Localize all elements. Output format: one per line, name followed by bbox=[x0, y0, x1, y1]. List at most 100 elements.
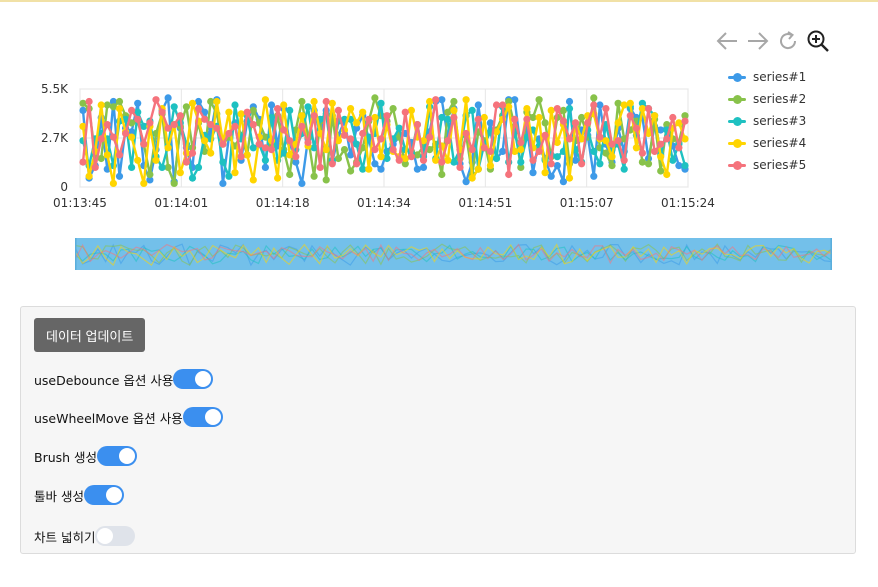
data-point[interactable] bbox=[298, 179, 306, 187]
data-point[interactable] bbox=[109, 179, 117, 187]
data-point[interactable] bbox=[638, 149, 647, 157]
data-point[interactable] bbox=[340, 146, 349, 154]
data-point[interactable] bbox=[547, 106, 555, 114]
data-point[interactable] bbox=[559, 106, 568, 114]
option-toggle[interactable] bbox=[97, 446, 138, 466]
data-point[interactable] bbox=[85, 97, 93, 106]
refresh-button[interactable] bbox=[773, 26, 803, 56]
data-point[interactable] bbox=[353, 160, 361, 168]
data-point[interactable] bbox=[620, 156, 628, 164]
data-point[interactable] bbox=[602, 105, 610, 113]
data-point[interactable] bbox=[638, 99, 647, 107]
data-point[interactable] bbox=[176, 169, 184, 177]
data-point[interactable] bbox=[298, 112, 306, 120]
data-point[interactable] bbox=[194, 97, 203, 106]
data-point[interactable] bbox=[146, 119, 154, 127]
data-point[interactable] bbox=[432, 156, 440, 164]
data-point[interactable] bbox=[492, 154, 501, 163]
data-point[interactable] bbox=[657, 167, 665, 175]
data-point[interactable] bbox=[401, 154, 409, 163]
data-point[interactable] bbox=[608, 153, 616, 161]
data-point[interactable] bbox=[164, 124, 172, 132]
data-point[interactable] bbox=[207, 149, 215, 157]
data-point[interactable] bbox=[261, 96, 269, 104]
data-point[interactable] bbox=[456, 163, 464, 171]
data-point[interactable] bbox=[547, 160, 555, 168]
data-point[interactable] bbox=[377, 99, 385, 107]
data-point[interactable] bbox=[115, 105, 124, 113]
data-point[interactable] bbox=[152, 96, 160, 104]
data-point[interactable] bbox=[517, 163, 525, 171]
data-point[interactable] bbox=[395, 124, 403, 132]
data-point[interactable] bbox=[109, 103, 117, 111]
data-point[interactable] bbox=[347, 151, 355, 159]
data-point[interactable] bbox=[419, 163, 428, 171]
legend-item-series2[interactable]: series#2 bbox=[728, 88, 868, 110]
data-point[interactable] bbox=[578, 160, 586, 168]
data-point[interactable] bbox=[638, 158, 647, 166]
data-point[interactable] bbox=[474, 165, 482, 173]
data-point[interactable] bbox=[505, 170, 513, 179]
data-point[interactable] bbox=[571, 156, 580, 164]
data-point[interactable] bbox=[626, 99, 634, 107]
data-point[interactable] bbox=[334, 137, 342, 145]
data-point[interactable] bbox=[626, 112, 634, 120]
data-point[interactable] bbox=[91, 163, 99, 171]
data-point[interactable] bbox=[553, 153, 561, 161]
data-point[interactable] bbox=[547, 172, 555, 180]
option-toggle[interactable] bbox=[95, 526, 136, 546]
data-point[interactable] bbox=[328, 160, 336, 168]
data-point[interactable] bbox=[675, 144, 683, 152]
data-point[interactable] bbox=[328, 99, 336, 107]
data-point[interactable] bbox=[377, 135, 385, 143]
data-point[interactable] bbox=[511, 147, 519, 155]
data-point[interactable] bbox=[644, 129, 653, 138]
data-point[interactable] bbox=[182, 103, 190, 111]
data-point[interactable] bbox=[596, 133, 604, 141]
data-point[interactable] bbox=[261, 144, 269, 152]
data-point[interactable] bbox=[286, 106, 294, 114]
data-point[interactable] bbox=[353, 140, 361, 148]
data-point[interactable] bbox=[468, 106, 476, 114]
data-point[interactable] bbox=[565, 105, 574, 113]
data-point[interactable] bbox=[389, 146, 397, 154]
data-point[interactable] bbox=[426, 97, 434, 106]
data-point[interactable] bbox=[158, 163, 166, 171]
data-point[interactable] bbox=[261, 156, 269, 164]
data-point[interactable] bbox=[122, 129, 130, 138]
data-point[interactable] bbox=[170, 103, 178, 111]
data-point[interactable] bbox=[413, 121, 421, 129]
data-point[interactable] bbox=[365, 133, 373, 141]
data-point[interactable] bbox=[237, 110, 245, 118]
data-point[interactable] bbox=[219, 179, 227, 187]
data-point[interactable] bbox=[164, 163, 172, 171]
data-point[interactable] bbox=[231, 169, 239, 177]
data-point[interactable] bbox=[438, 158, 446, 166]
data-point[interactable] bbox=[134, 156, 142, 164]
data-point[interactable] bbox=[565, 174, 574, 182]
data-point[interactable] bbox=[280, 149, 288, 157]
data-point[interactable] bbox=[255, 140, 263, 148]
data-point[interactable] bbox=[334, 154, 342, 163]
data-point[interactable] bbox=[109, 97, 117, 106]
data-point[interactable] bbox=[97, 101, 105, 109]
data-point[interactable] bbox=[286, 151, 294, 159]
data-point[interactable] bbox=[310, 112, 318, 120]
data-point[interactable] bbox=[207, 121, 215, 129]
data-point[interactable] bbox=[377, 165, 385, 173]
data-point[interactable] bbox=[274, 174, 282, 182]
data-point[interactable] bbox=[359, 129, 367, 138]
data-point[interactable] bbox=[492, 128, 501, 136]
data-point[interactable] bbox=[450, 158, 458, 166]
data-point[interactable] bbox=[614, 119, 622, 127]
data-point[interactable] bbox=[225, 172, 233, 180]
data-point[interactable] bbox=[359, 108, 367, 116]
data-point[interactable] bbox=[134, 99, 142, 107]
data-point[interactable] bbox=[535, 147, 543, 155]
data-point[interactable] bbox=[280, 101, 288, 109]
data-point[interactable] bbox=[286, 137, 294, 145]
data-point[interactable] bbox=[182, 158, 190, 166]
data-point[interactable] bbox=[426, 133, 434, 141]
data-point[interactable] bbox=[213, 97, 221, 106]
data-point[interactable] bbox=[371, 113, 379, 122]
